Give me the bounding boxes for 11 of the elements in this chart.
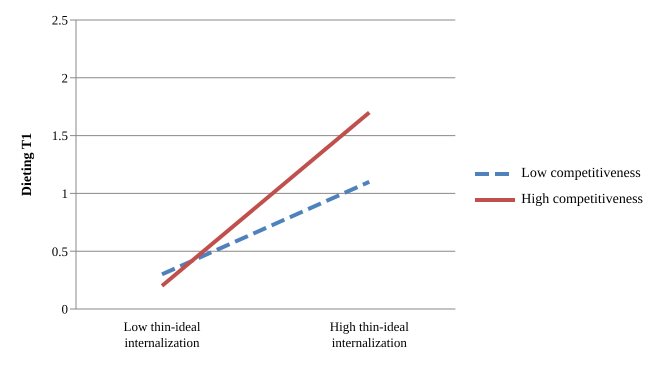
y-tick-label: 2 xyxy=(62,70,68,86)
y-tick-label: 1 xyxy=(62,186,68,202)
y-tick-label: 0 xyxy=(62,302,68,317)
x-tick-label: High thin-ideal internalization xyxy=(330,319,410,350)
y-axis-title: Dieting T1 xyxy=(20,132,35,196)
y-tick-label: 0.5 xyxy=(52,244,68,259)
legend-label: Low competitiveness xyxy=(521,166,641,182)
y-tick-label: 2.5 xyxy=(52,12,68,28)
y-tick-label: 1.5 xyxy=(52,128,68,144)
legend-label: High competitiveness xyxy=(521,192,643,208)
x-tick-label: Low thin-ideal internalization xyxy=(124,319,201,350)
